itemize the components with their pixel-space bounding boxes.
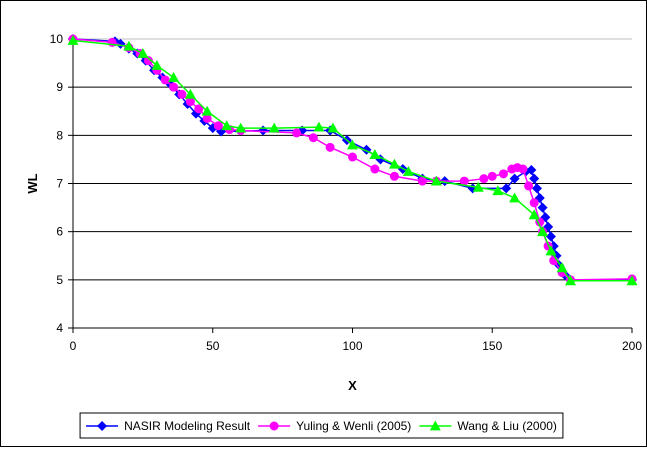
diamond-marker xyxy=(501,183,512,194)
triangle-marker xyxy=(184,88,196,99)
legend-label: Wang & Liu (2000) xyxy=(457,419,557,433)
triangle-marker xyxy=(528,209,540,220)
legend-label: NASIR Modeling Result xyxy=(124,419,251,433)
circle-marker xyxy=(169,82,179,92)
triangle-marker xyxy=(123,40,135,51)
triangle-marker xyxy=(151,59,163,70)
circle-marker xyxy=(459,176,469,186)
axes xyxy=(68,38,633,333)
legend-item: NASIR Modeling Result xyxy=(86,419,251,433)
legend: NASIR Modeling Result Yuling & Wenli (200… xyxy=(79,412,564,439)
triangle-marker xyxy=(388,158,400,169)
circle-marker xyxy=(487,171,497,181)
diamond-marker xyxy=(545,231,556,242)
circle-marker xyxy=(529,198,539,208)
legend-box xyxy=(79,412,564,439)
x-tick-label: 100 xyxy=(342,339,362,353)
triangle-marker xyxy=(492,185,504,196)
triangle-marker xyxy=(313,121,325,132)
triangle-marker xyxy=(545,245,557,256)
triangle-marker xyxy=(369,149,381,159)
triangle-marker xyxy=(626,275,638,286)
triangle-marker xyxy=(327,122,339,133)
y-tick-label: 10 xyxy=(50,32,64,46)
circle-marker xyxy=(498,169,508,179)
circle-marker xyxy=(292,128,302,138)
data-series xyxy=(67,34,638,286)
triangle-marker xyxy=(556,262,568,273)
circle-marker xyxy=(524,181,534,191)
circle-marker xyxy=(417,176,427,186)
diamond-marker xyxy=(509,173,520,184)
circle-marker xyxy=(370,164,380,174)
circle-marker xyxy=(177,89,187,99)
diamond-marker xyxy=(526,165,537,176)
diamond-marker xyxy=(537,202,548,213)
y-axis-label: WL xyxy=(25,173,40,193)
y-tick-label: 8 xyxy=(56,128,63,142)
triangle-marker xyxy=(268,122,280,133)
circle-marker xyxy=(213,121,223,131)
circle-marker xyxy=(308,133,318,143)
circle-marker xyxy=(202,113,212,123)
y-tick-label: 6 xyxy=(56,225,63,239)
diamond-marker xyxy=(531,183,542,194)
circle-marker xyxy=(143,56,153,66)
circle-marker xyxy=(194,104,204,114)
circle-marker xyxy=(535,217,545,227)
x-tick-label: 150 xyxy=(482,339,502,353)
diamond-marker xyxy=(97,421,108,431)
circle-marker xyxy=(389,171,399,181)
triangle-marker xyxy=(235,122,247,133)
x-tick-label: 0 xyxy=(70,339,77,353)
triangle-marker xyxy=(430,175,442,186)
y-tick-label: 7 xyxy=(56,177,63,191)
diamond-marker xyxy=(258,125,269,136)
legend-label: Yuling & Wenli (2005) xyxy=(296,419,411,433)
triangle-marker xyxy=(201,105,213,116)
triangle-marker xyxy=(402,165,414,176)
triangle-marker xyxy=(221,120,233,131)
y-tick-label: 5 xyxy=(56,273,63,287)
x-tick-label: 50 xyxy=(206,339,220,353)
triangle-marker xyxy=(137,47,149,58)
y-tick-label: 4 xyxy=(56,321,63,335)
circle-marker xyxy=(185,97,195,107)
circle-marker xyxy=(325,142,335,152)
series-2 xyxy=(67,34,638,286)
triangle-marker xyxy=(472,181,484,192)
triangle-marker xyxy=(565,275,577,286)
legend-item: Wang & Liu (2000) xyxy=(419,419,557,433)
circle-marker xyxy=(269,421,279,431)
triangle-marker xyxy=(168,72,180,82)
triangle-marker xyxy=(537,226,549,237)
triangle-marker xyxy=(429,420,441,431)
diamond-marker xyxy=(529,173,540,184)
series-1 xyxy=(68,34,637,285)
gridlines xyxy=(73,38,632,281)
triangle-marker xyxy=(509,192,521,203)
circle-marker xyxy=(160,75,170,85)
circle-marker xyxy=(348,152,357,162)
triangle-marker xyxy=(67,34,79,45)
circle-marker xyxy=(518,164,528,174)
x-axis-label: X xyxy=(348,378,357,393)
y-tick-label: 9 xyxy=(56,80,63,94)
circle-marker xyxy=(479,174,489,184)
x-tick-label: 200 xyxy=(622,339,642,353)
legend-item: Yuling & Wenli (2005) xyxy=(258,419,411,433)
triangle-marker xyxy=(347,139,358,150)
